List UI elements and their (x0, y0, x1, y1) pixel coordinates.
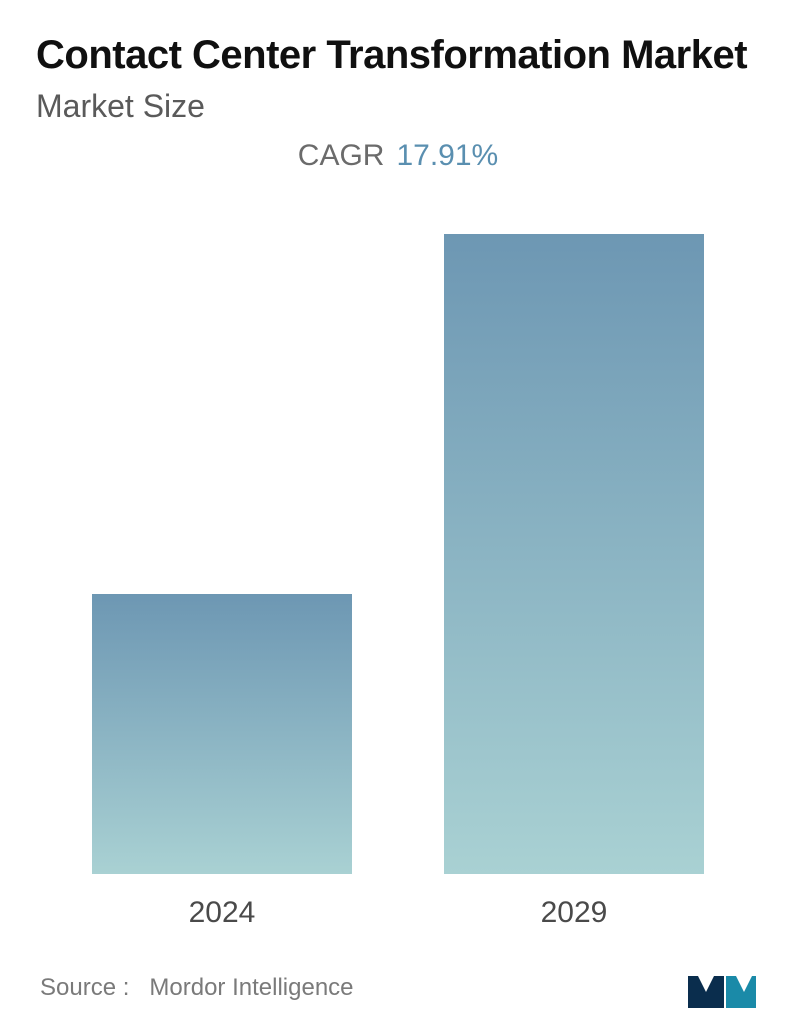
chart-title: Contact Center Transformation Market (36, 30, 760, 80)
bar (92, 594, 352, 874)
bar-chart-area: 2024 2029 (36, 193, 760, 940)
cagr-row: CAGR 17.91% (36, 139, 760, 173)
mordor-logo-icon (686, 968, 756, 1008)
source-name: Mordor Intelligence (149, 974, 353, 1001)
bar-column: 2024 (76, 193, 368, 930)
bar-label: 2024 (189, 896, 256, 930)
cagr-label: CAGR (298, 139, 385, 172)
cagr-value: 17.91% (396, 139, 498, 172)
chart-subtitle: Market Size (36, 88, 760, 125)
footer-row: Source : Mordor Intelligence (36, 968, 760, 1014)
chart-container: Contact Center Transformation Market Mar… (0, 0, 796, 1034)
source-attribution: Source : Mordor Intelligence (40, 974, 354, 1002)
source-prefix: Source : (40, 974, 129, 1001)
bar-label: 2029 (541, 896, 608, 930)
bar-column: 2029 (428, 193, 720, 930)
bar (444, 234, 704, 874)
